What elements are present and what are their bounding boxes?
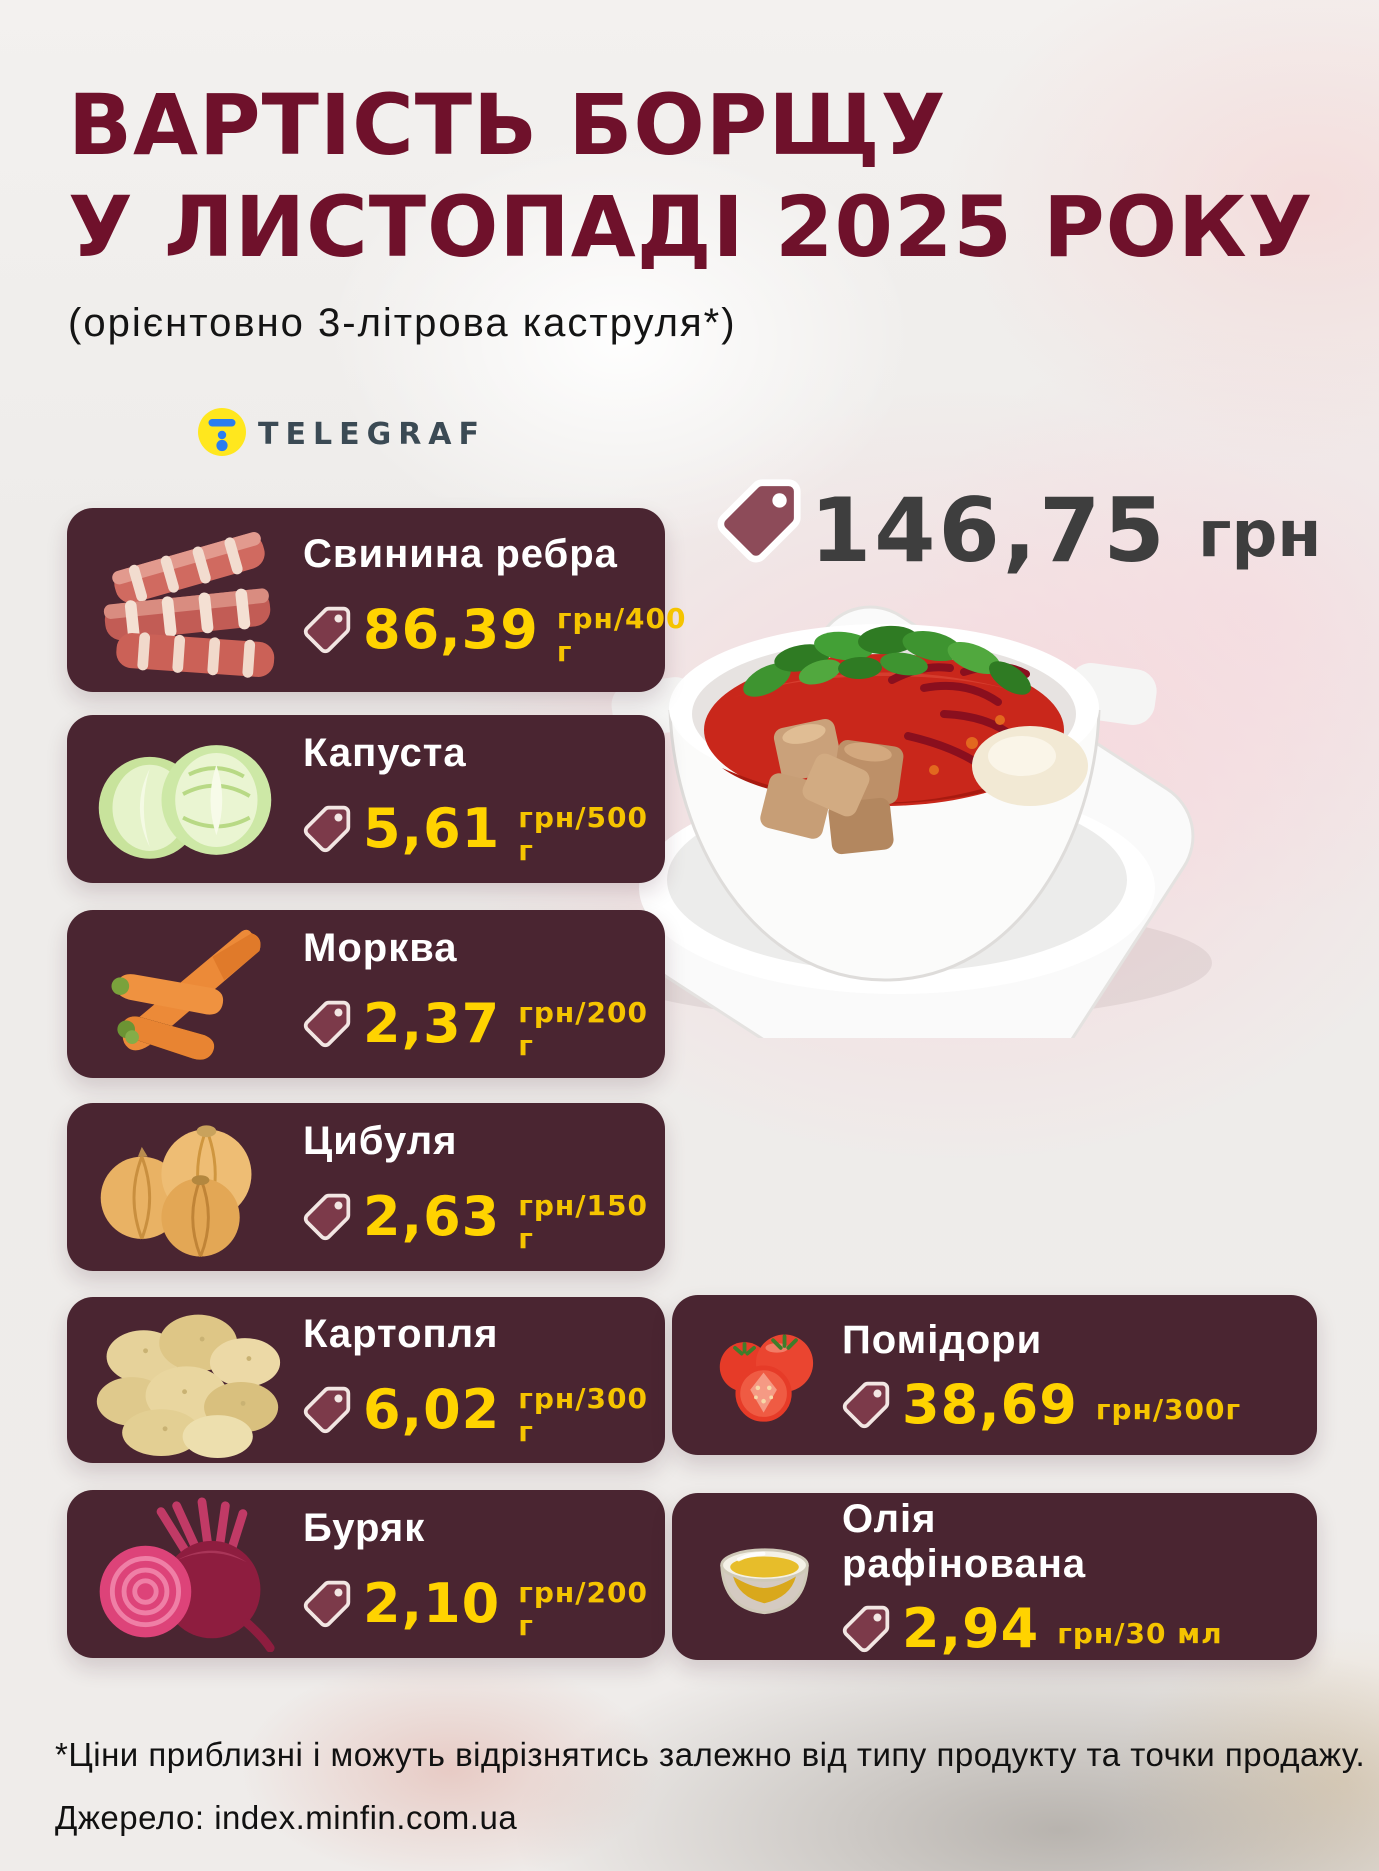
price-row: 38,69 грн/300г [842,1372,1242,1436]
card-body: Морква 2,37 грн/200 г [303,910,665,1078]
ingredient-price: 38,69 [902,1372,1078,1436]
price-tag-icon [303,1386,351,1434]
ingredient-price: 6,02 [363,1377,501,1441]
ingredient-name: Буряк [303,1506,426,1551]
ingredient-price: 2,94 [902,1596,1040,1660]
price-tag-icon [842,1381,890,1429]
card-body: Свинина ребра 86,39 грн/400 г [303,508,687,692]
ingredient-card-oil: Олія рафінована 2,94 грн/30 мл [672,1493,1317,1660]
price-row: 5,61 грн/500 г [303,791,665,867]
ingredient-price: 2,37 [363,991,501,1055]
pork-ribs-image [87,522,292,678]
ingredient-unit: грн/500 г [518,800,648,867]
ingredient-card-potato: Картопля 6,02 грн/300 г [67,1297,665,1463]
ingredient-price: 2,63 [363,1184,501,1248]
ingredient-name: Свинина ребра [303,532,618,577]
price-tag-icon [842,1605,890,1653]
ingredient-unit: грн/400 г [556,601,687,668]
ingredient-unit: грн/30 мл [1057,1617,1223,1651]
card-body: Буряк 2,10 грн/200 г [303,1490,665,1658]
ingredient-card-tomato: Помідори 38,69 грн/300г [672,1295,1317,1455]
ingredient-card-beetroot: Буряк 2,10 грн/200 г [67,1490,665,1658]
telegraf-logo: TELEGRAF [198,408,486,456]
borscht-bowl-photo [592,605,1212,1038]
beetroot-image [87,1496,277,1653]
price-row: 2,63 грн/150 г [303,1179,665,1255]
price-tag-icon [303,1580,351,1628]
data-source: Джерело: index.minfin.com.ua [55,1799,518,1836]
ingredient-name: Цибуля [303,1119,458,1164]
price-row: 2,37 грн/200 г [303,986,665,1062]
price-row: 6,02 грн/300 г [303,1372,665,1448]
ingredient-card-cabbage: Капуста 5,61 грн/500 г [67,715,665,883]
price-tag-icon [303,1193,351,1241]
ingredient-name: Картопля [303,1312,499,1357]
ingredient-name: Помідори [842,1318,1043,1363]
telegraf-logo-icon [198,408,246,456]
price-row: 2,94 грн/30 мл [842,1596,1223,1660]
ingredient-name: Капуста [303,731,467,776]
cabbage-image [87,726,283,873]
ingredient-unit: грн/300г [1095,1393,1242,1427]
telegraf-logo-text: TELEGRAF [258,416,487,452]
page-title: ВАРТІСТЬ БОРЩУ У ЛИСТОПАДІ 2025 РОКУ [68,74,1313,278]
tomato-image [710,1325,820,1425]
onion-image [87,1114,273,1261]
total-currency: грн [1198,498,1322,572]
card-body: Помідори 38,69 грн/300г [842,1295,1241,1455]
page-subtitle: (орієнтовно 3-літрова каструля*) [68,301,737,345]
ingredient-price: 5,61 [363,796,501,860]
ingredient-unit: грн/200 г [518,995,648,1062]
price-row: 2,10 грн/200 г [303,1566,665,1642]
card-body: Картопля 6,02 грн/300 г [303,1297,665,1463]
ingredient-name: Морква [303,926,458,971]
page-title-line2: У ЛИСТОПАДІ 2025 РОКУ [68,178,1314,276]
ingredient-name: Олія рафінована [842,1497,1087,1586]
ingredient-card-carrot: Морква 2,37 грн/200 г [67,910,665,1078]
page-title-line1: ВАРТІСТЬ БОРЩУ [68,76,947,174]
price-tag-icon [303,1000,351,1048]
ingredient-price: 86,39 [363,597,539,661]
ingredient-card-pork-ribs: Свинина ребра 86,39 грн/400 г [67,508,686,692]
price-disclaimer: *Ціни приблизні і можуть відрізнятись за… [55,1736,1366,1773]
potato-image [87,1302,287,1458]
ingredient-unit: грн/300 г [518,1381,648,1448]
price-row: 86,39 грн/400 г [303,592,687,668]
card-body: Капуста 5,61 грн/500 г [303,715,665,883]
ingredient-price: 2,10 [363,1571,501,1635]
price-tag-icon [303,805,351,853]
ingredient-unit: грн/150 г [518,1188,648,1255]
card-body: Олія рафінована 2,94 грн/30 мл [842,1493,1223,1660]
total-amount: 146,75 [810,479,1168,582]
carrot-image [87,916,283,1073]
card-body: Цибуля 2,63 грн/150 г [303,1103,665,1271]
price-tag-icon [303,606,351,654]
ingredient-unit: грн/200 г [518,1575,648,1642]
oil-bowl-image [710,1527,820,1627]
ingredient-card-onion: Цибуля 2,63 грн/150 г [67,1103,665,1271]
total-price-tag-icon [716,478,802,564]
